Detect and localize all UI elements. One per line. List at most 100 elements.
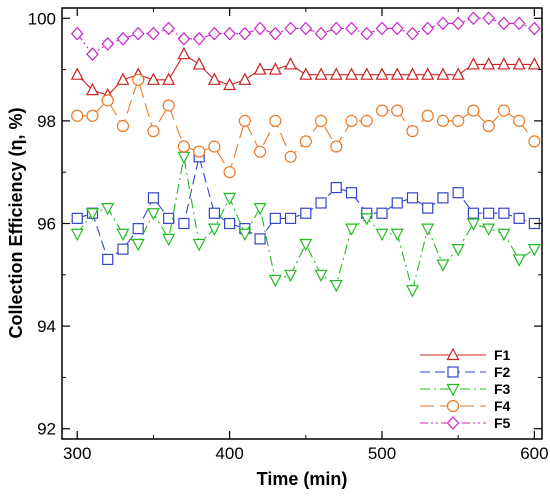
data-point-f1 xyxy=(284,57,298,70)
data-point-f5 xyxy=(482,11,495,26)
data-point-f5 xyxy=(101,37,115,51)
data-point-f3 xyxy=(345,223,359,236)
data-point-f4 xyxy=(452,114,465,127)
data-point-f4 xyxy=(497,104,511,117)
data-point-f4 xyxy=(345,114,358,127)
data-point-f4 xyxy=(269,114,282,127)
x-tick-label: 400 xyxy=(215,444,243,463)
data-point-f5 xyxy=(528,21,541,36)
data-point-f3 xyxy=(131,238,145,252)
data-point-f5 xyxy=(208,26,221,41)
data-point-f1 xyxy=(253,62,267,75)
data-point-f5 xyxy=(223,26,236,41)
data-point-f4 xyxy=(482,119,495,133)
data-point-f5 xyxy=(284,21,297,36)
data-point-f3 xyxy=(207,223,221,236)
data-point-f4 xyxy=(421,109,434,122)
data-point-f3 xyxy=(390,228,404,242)
data-point-f5 xyxy=(269,26,282,41)
data-point-f4 xyxy=(177,140,191,153)
data-point-f4 xyxy=(223,166,236,179)
data-point-f5 xyxy=(329,21,343,36)
data-point-f1 xyxy=(405,67,419,80)
data-point-f3 xyxy=(421,223,435,236)
y-tick-label: 100 xyxy=(28,9,56,28)
data-point-f5 xyxy=(360,26,374,41)
data-point-f5 xyxy=(131,26,145,41)
data-point-f4 xyxy=(314,114,328,127)
data-point-f2 xyxy=(224,217,236,230)
data-point-f3 xyxy=(177,151,191,165)
data-point-f5 xyxy=(70,26,84,41)
ticks-layer: 300 400 500 600 92 94 96 98 100 xyxy=(28,8,549,463)
legend-item-f1: F1 xyxy=(420,347,511,363)
data-point-f2 xyxy=(269,212,281,224)
data-point-f3 xyxy=(223,192,237,206)
data-point-f3 xyxy=(162,233,176,247)
data-point-f1 xyxy=(268,62,282,75)
legend-marker xyxy=(446,399,460,413)
data-point-f2 xyxy=(406,192,419,204)
data-point-f5 xyxy=(512,16,526,31)
legend-marker xyxy=(446,347,460,361)
series-f5 xyxy=(70,11,541,62)
data-point-f1 xyxy=(360,67,374,80)
data-point-f3 xyxy=(405,285,419,298)
data-point-f5 xyxy=(314,26,328,41)
data-point-f5 xyxy=(451,16,465,31)
data-point-f1 xyxy=(329,67,343,80)
data-point-f2 xyxy=(498,207,510,219)
data-point-f3 xyxy=(284,269,298,283)
data-point-f3 xyxy=(268,274,282,288)
data-point-f4 xyxy=(528,135,541,148)
legend-item-f4: F4 xyxy=(420,398,511,414)
data-point-f5 xyxy=(375,21,389,36)
data-point-f1 xyxy=(451,67,465,80)
data-point-f1 xyxy=(207,72,221,85)
legend-marker xyxy=(446,383,460,397)
data-point-f3 xyxy=(299,238,313,252)
data-point-f3 xyxy=(85,208,99,221)
series-f2 xyxy=(71,151,540,266)
data-point-f2 xyxy=(147,192,160,204)
data-point-f4 xyxy=(406,125,419,138)
data-point-f4 xyxy=(147,125,160,138)
data-point-f3 xyxy=(146,208,160,221)
data-point-f3 xyxy=(70,228,84,242)
data-point-f1 xyxy=(223,77,237,91)
data-point-f3 xyxy=(436,259,450,272)
data-point-f4 xyxy=(299,135,312,148)
data-point-f5 xyxy=(406,26,419,41)
data-point-f1 xyxy=(192,57,206,70)
data-point-f5 xyxy=(253,21,267,36)
data-point-f2 xyxy=(483,207,495,219)
data-point-f4 xyxy=(436,114,450,127)
data-point-f4 xyxy=(193,145,206,158)
legend-item-f3: F3 xyxy=(420,381,511,397)
data-point-f4 xyxy=(101,94,114,107)
series-line-f3 xyxy=(76,156,535,293)
data-point-f4 xyxy=(330,140,343,153)
legend-marker xyxy=(446,416,460,430)
data-point-f5 xyxy=(86,47,99,62)
data-point-f1 xyxy=(162,72,176,85)
data-point-f2 xyxy=(452,187,464,199)
data-point-f3 xyxy=(192,238,206,252)
data-point-f4 xyxy=(375,104,389,117)
legend-label: F2 xyxy=(494,364,511,380)
data-point-f3 xyxy=(512,254,526,267)
data-point-f3 xyxy=(451,244,465,257)
data-point-f4 xyxy=(513,114,526,127)
data-point-f1 xyxy=(238,72,252,85)
data-point-f5 xyxy=(299,21,313,36)
data-point-f2 xyxy=(300,207,312,219)
data-point-f1 xyxy=(482,57,496,70)
data-point-f3 xyxy=(527,244,541,257)
data-point-f1 xyxy=(421,67,435,80)
y-tick-label: 96 xyxy=(37,215,56,234)
legend-label: F4 xyxy=(494,398,511,414)
data-point-f1 xyxy=(299,67,313,80)
legend-label: F5 xyxy=(494,415,511,431)
data-point-f4 xyxy=(467,104,480,117)
